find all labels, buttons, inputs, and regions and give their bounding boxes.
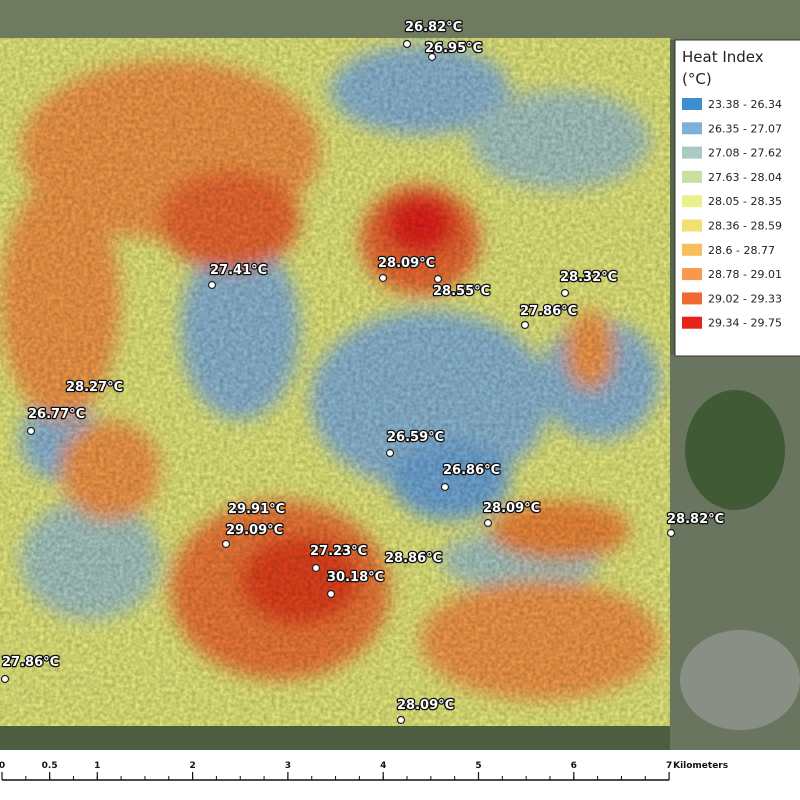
point-label: 26.95°C <box>425 41 482 56</box>
point-label: 26.59°C <box>387 430 444 445</box>
scale-label: 1 <box>94 761 100 771</box>
legend-swatch <box>682 316 702 329</box>
scale-label: 7 <box>666 761 672 771</box>
point-marker <box>483 518 493 528</box>
point-label: 26.86°C <box>443 463 500 478</box>
point-marker <box>311 563 321 573</box>
point-label: 28.55°C <box>433 284 490 299</box>
point-label: 27.23°C <box>310 544 367 559</box>
legend-swatch <box>682 268 702 281</box>
point-marker <box>221 539 231 549</box>
legend-swatch <box>682 195 702 208</box>
legend-label: 23.38 - 26.34 <box>708 98 782 111</box>
scale-label: 0.5 <box>42 761 58 771</box>
legend-swatch <box>682 98 702 110</box>
point-label: 29.91°C <box>228 502 285 517</box>
satellite-strip <box>0 726 670 750</box>
legend-label: 28.05 - 28.35 <box>708 195 782 208</box>
point-label: 28.86°C <box>385 551 442 566</box>
point-label: 26.77°C <box>28 407 85 422</box>
point-label: 28.09°C <box>483 501 540 516</box>
satellite-urban <box>680 630 800 730</box>
legend-swatch <box>682 292 702 305</box>
legend-title: Heat Index <box>682 48 764 66</box>
legend-label: 28.6 - 28.77 <box>708 244 775 257</box>
scale-label: 3 <box>285 761 291 771</box>
point-marker <box>0 674 10 684</box>
point-marker <box>26 426 36 436</box>
scale-label: 2 <box>189 761 195 771</box>
point-marker <box>326 589 336 599</box>
scale-label: 4 <box>380 761 386 771</box>
point-label: 30.18°C <box>327 570 384 585</box>
point-label: 26.82°C <box>405 20 462 35</box>
point-marker <box>520 320 530 330</box>
legend: Heat Index (°C) 23.38 - 26.34 26.35 - 27.… <box>674 39 800 357</box>
point-marker <box>666 528 676 538</box>
point-label: 27.86°C <box>2 655 59 670</box>
legend-label: 28.78 - 29.01 <box>708 268 782 281</box>
legend-label: 26.35 - 27.07 <box>708 122 782 135</box>
legend-label: 29.02 - 29.33 <box>708 292 782 305</box>
point-label: 29.09°C <box>226 523 283 538</box>
point-marker <box>433 274 443 284</box>
point-marker <box>207 280 217 290</box>
legend-label: 28.36 - 28.59 <box>708 220 782 233</box>
scale-bar-area <box>0 750 800 800</box>
legend-swatch <box>682 146 702 159</box>
heat-raster <box>0 38 670 726</box>
legend-label: 29.34 - 29.75 <box>708 317 782 330</box>
point-marker <box>560 288 570 298</box>
legend-swatch <box>682 219 702 232</box>
point-marker <box>385 448 395 458</box>
scale-label: 6 <box>571 761 577 771</box>
point-label: 28.32°C <box>560 270 617 285</box>
point-label: 28.27°C <box>66 380 123 395</box>
satellite-strip <box>0 0 800 40</box>
legend-label: 27.63 - 28.04 <box>708 171 782 184</box>
legend-swatch <box>682 122 702 135</box>
scale-label: 0 <box>0 761 5 771</box>
point-label: 28.09°C <box>378 256 435 271</box>
legend-label: 27.08 - 27.62 <box>708 147 782 160</box>
point-marker <box>440 482 450 492</box>
point-marker <box>396 715 406 725</box>
scale-label: 5 <box>475 761 481 771</box>
point-label: 28.82°C <box>667 512 724 527</box>
point-marker <box>402 39 412 49</box>
scale-unit: Kilometers <box>673 761 728 771</box>
point-marker <box>427 52 437 62</box>
legend-swatch <box>682 170 702 183</box>
point-label: 28.09°C <box>397 698 454 713</box>
legend-title: (°C) <box>682 70 712 88</box>
point-label: 27.41°C <box>210 263 267 278</box>
point-marker <box>378 273 388 283</box>
legend-swatch <box>682 243 702 256</box>
satellite-vegetation <box>685 390 785 510</box>
point-label: 27.86°C <box>520 304 577 319</box>
